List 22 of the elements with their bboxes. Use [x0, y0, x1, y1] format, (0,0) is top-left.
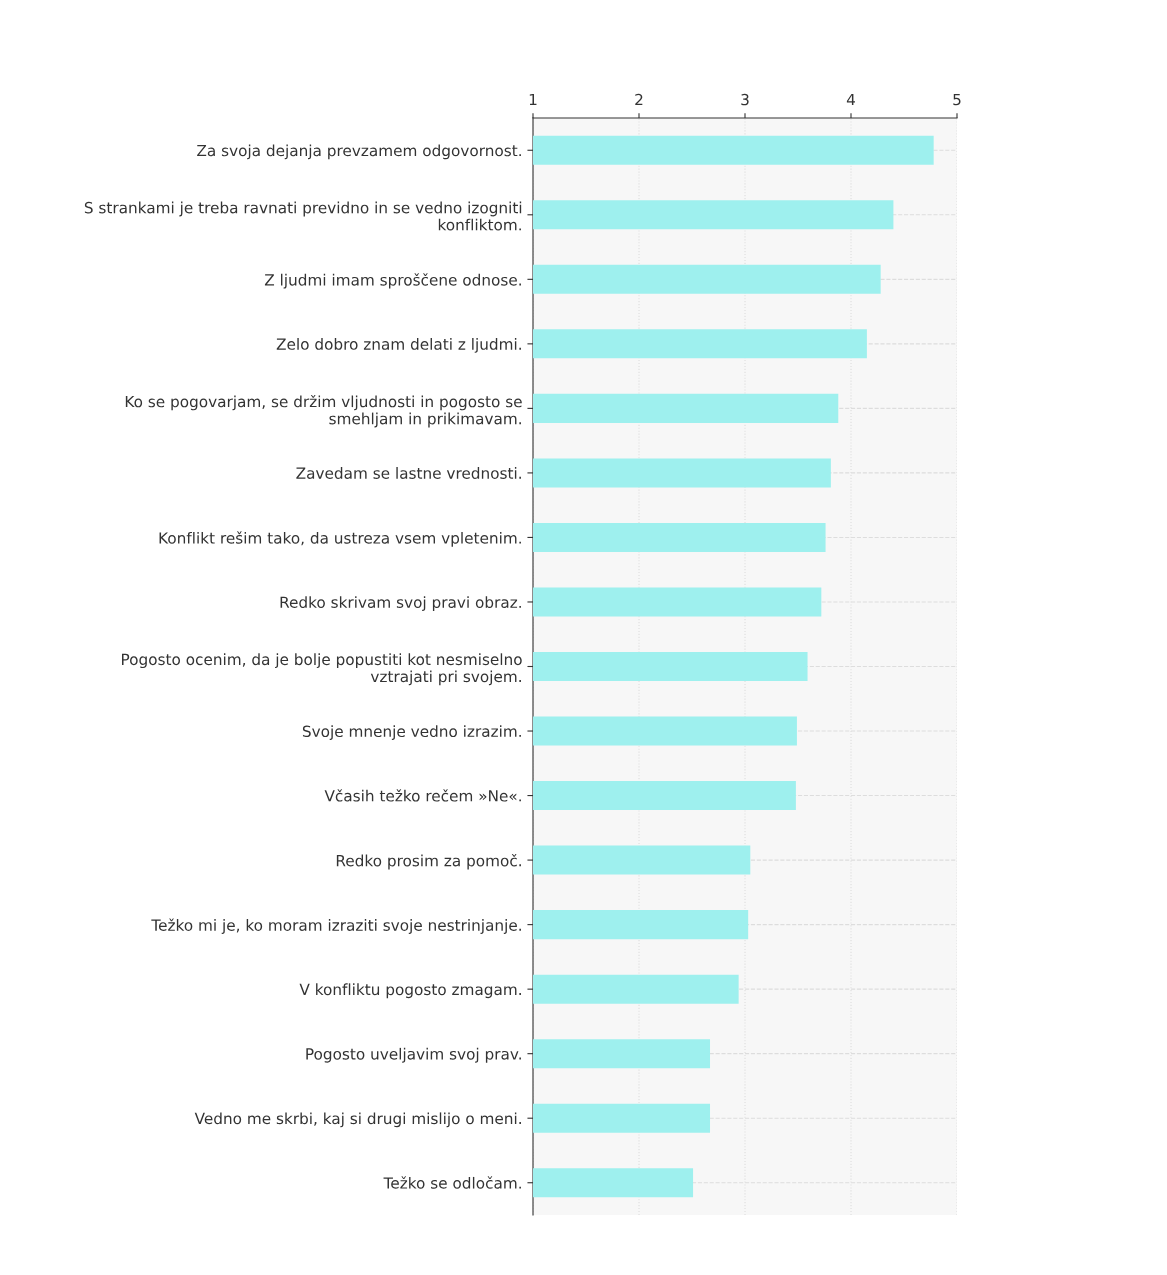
y-tick-label: Težko mi je, ko moram izraziti svoje nestrinjanje.: [151, 918, 521, 934]
x-tick-label: 3: [741, 93, 749, 106]
y-tick-label: Zelo dobro znam delati z ljudmi.: [276, 338, 521, 353]
y-tick-label: Zavedam se lastne vrednosti.: [296, 467, 521, 479]
y-tick-label: Redko skrivam svoj pravi obraz.: [280, 596, 521, 611]
y-tick-label: Včasih težko rečem »Ne«.: [324, 789, 521, 802]
y-tick-label: Svoje mnenje vedno izrazim.: [302, 725, 521, 741]
y-tick-label: Vedno me skrbi, kaj si drugi mislijo o meni.: [194, 1112, 521, 1128]
y-tick-label: Ko se pogovarjam, se držim vljudnosti in pogosto se smehljam in prikimavam.: [125, 394, 522, 428]
x-tick-label: 2: [635, 93, 643, 106]
y-tick-label: S strankami je treba ravnati previdno in se vedno izogniti konfliktom.: [84, 201, 522, 231]
y-tick-label: Težko se odločam.: [383, 1176, 521, 1189]
y-tick-label: Redko prosim za pomoč.: [336, 853, 521, 870]
x-tick-label: 1: [529, 93, 537, 106]
y-tick-label: Konflikt rešim tako, da ustreza vsem vpletenim.: [159, 531, 521, 547]
y-tick-label: V konfliktu pogosto zmagam.: [299, 983, 521, 999]
y-tick-label: Z ljudmi imam sproščene odnose.: [264, 273, 521, 289]
y-tick-label: Za svoja dejanja prevzamem odgovornost.: [197, 144, 521, 160]
y-tick-label: Pogosto uveljavim svoj prav.: [306, 1047, 521, 1063]
x-tick-label: 4: [846, 93, 855, 106]
y-tick-label: Pogosto ocenim, da je bolje popustiti kot nesmiselno vztrajati pri svojem.: [122, 653, 522, 686]
x-tick-label: 5: [953, 93, 961, 106]
